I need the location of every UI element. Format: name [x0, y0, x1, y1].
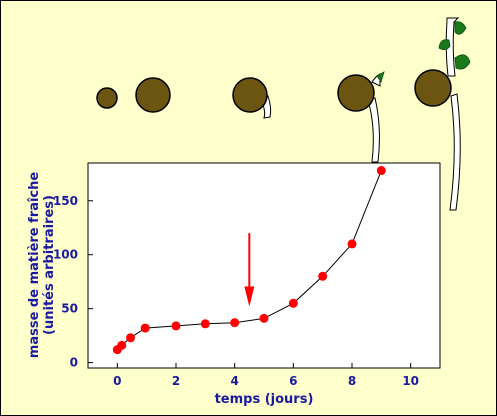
x-axis: 0 2 4 6 8 10 — [113, 363, 419, 388]
x-tick-label: 10 — [402, 374, 419, 388]
data-point — [318, 271, 328, 281]
y-axis-title: masse de matière fraîche (unités arbitra… — [27, 172, 57, 359]
y-tick-label: 50 — [61, 302, 78, 316]
x-tick-label: 2 — [172, 374, 180, 388]
seedling-icon — [337, 71, 385, 163]
data-series — [112, 166, 386, 355]
data-point — [376, 166, 386, 176]
y-tick-label: 100 — [53, 248, 78, 262]
x-tick-label: 6 — [289, 374, 297, 388]
data-point — [200, 319, 210, 329]
y-axis-title-line-1: masse de matière fraîche — [27, 172, 42, 359]
seed-icon — [135, 77, 171, 113]
annotations — [244, 233, 255, 307]
data-point — [171, 321, 181, 331]
data-point — [288, 298, 298, 308]
seedling-icon — [414, 17, 471, 211]
data-point — [117, 340, 127, 350]
seed-icon — [96, 87, 118, 109]
x-tick-label: 8 — [348, 374, 356, 388]
data-point — [259, 313, 269, 323]
y-axis-title-line-2: (unités arbitraires) — [42, 195, 57, 335]
data-point — [140, 323, 150, 333]
germinating-seed-icon — [232, 77, 272, 119]
y-axis: 0 50 100 150 — [53, 194, 93, 370]
data-point — [230, 318, 240, 328]
y-tick-label: 150 — [53, 194, 78, 208]
x-tick-label: 4 — [230, 374, 238, 388]
germination-sequence — [96, 17, 471, 211]
x-tick-label: 0 — [113, 374, 121, 388]
y-tick-label: 0 — [70, 356, 78, 370]
data-point — [126, 333, 136, 343]
plot-area — [87, 162, 441, 369]
x-axis-title: temps (jours) — [215, 392, 314, 407]
data-point — [347, 239, 357, 249]
red-arrow-icon — [244, 233, 255, 307]
